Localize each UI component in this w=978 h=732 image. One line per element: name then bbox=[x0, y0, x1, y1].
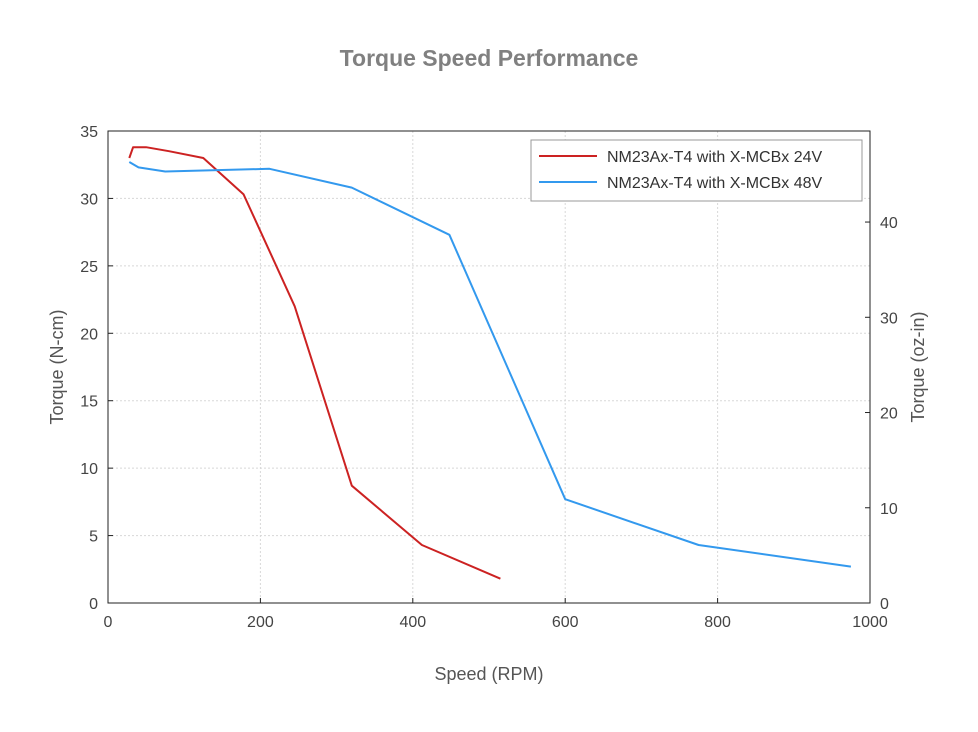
x-tick-label: 600 bbox=[552, 614, 579, 631]
x-tick-label: 200 bbox=[247, 614, 274, 631]
x-tick-label: 0 bbox=[104, 614, 113, 631]
legend-box bbox=[530, 139, 863, 202]
y-tick-label: 35 bbox=[80, 124, 98, 141]
chart-title: Torque Speed Performance bbox=[340, 45, 639, 71]
y2-tick-label: 30 bbox=[880, 310, 898, 327]
y-axis-label: Torque (N-cm) bbox=[47, 309, 67, 424]
y-tick-label: 25 bbox=[80, 259, 98, 276]
y2-tick-label: 0 bbox=[880, 596, 889, 613]
y2-axis-label: Torque (oz-in) bbox=[908, 311, 928, 422]
x-axis-label: Speed (RPM) bbox=[434, 664, 543, 684]
series-line-0 bbox=[128, 146, 501, 580]
plot-frame bbox=[107, 130, 871, 604]
legend-label-48v: NM23Ax-T4 with X-MCBx 48V bbox=[607, 175, 822, 192]
grid-lines bbox=[107, 130, 871, 604]
x-tick-label: 400 bbox=[399, 614, 426, 631]
y-tick-label: 20 bbox=[80, 326, 98, 343]
y2-tick-label: 10 bbox=[880, 501, 898, 518]
y-tick-label: 5 bbox=[89, 529, 98, 546]
y-tick-label: 10 bbox=[80, 461, 98, 478]
y2-tick-label: 40 bbox=[880, 215, 898, 232]
y-tick-label: 0 bbox=[89, 596, 98, 613]
legend: NM23Ax-T4 with X-MCBx 24V NM23Ax-T4 with… bbox=[530, 139, 863, 202]
y-tick-label: 30 bbox=[80, 191, 98, 208]
x-tick-label: 1000 bbox=[852, 614, 888, 631]
x-tick-label: 800 bbox=[704, 614, 731, 631]
legend-label-24v: NM23Ax-T4 with X-MCBx 24V bbox=[607, 149, 822, 166]
y-tick-label: 15 bbox=[80, 394, 98, 411]
y2-tick-label: 20 bbox=[880, 406, 898, 423]
series-lines bbox=[128, 146, 852, 580]
series-line-1 bbox=[128, 161, 852, 568]
